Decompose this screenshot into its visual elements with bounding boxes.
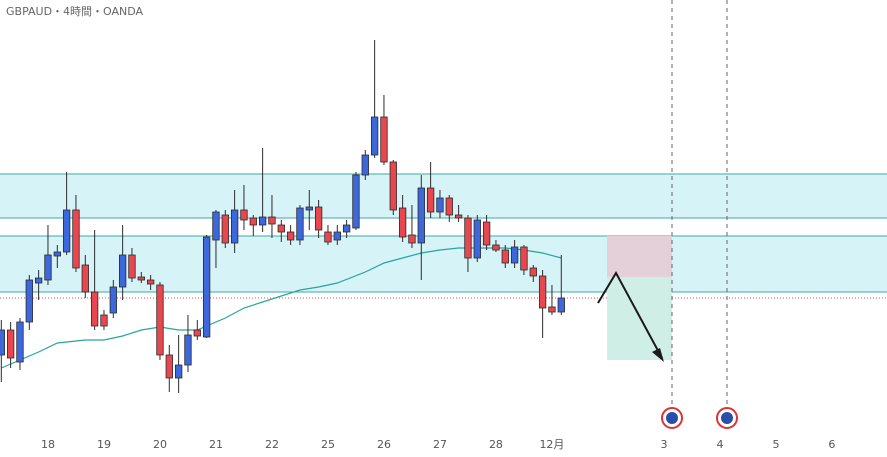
candle-body <box>398 207 407 238</box>
candle-body <box>221 214 229 244</box>
candle-body <box>296 207 304 241</box>
candle-body <box>174 364 183 379</box>
candle-body <box>202 236 211 338</box>
candle-body <box>454 214 463 219</box>
candle-body <box>324 231 332 243</box>
candle-body <box>464 217 472 259</box>
candle-body <box>16 321 24 363</box>
candle-body <box>72 209 80 269</box>
candle-body <box>492 244 500 251</box>
candle-body <box>417 187 425 244</box>
candle-body <box>510 246 519 264</box>
candle-body <box>25 279 33 323</box>
candle-body <box>230 209 239 244</box>
candle-body <box>548 306 556 313</box>
x-tick-label: 20 <box>153 438 167 451</box>
x-tick-label: 18 <box>41 438 55 451</box>
candle-body <box>529 267 537 277</box>
candle-body <box>184 334 192 366</box>
candle-body <box>277 224 285 233</box>
candle-body <box>426 187 435 213</box>
candle-body <box>146 279 155 285</box>
candle-body <box>333 231 341 241</box>
candle-body <box>538 275 547 309</box>
candle-body <box>286 231 295 241</box>
candle-body <box>342 224 351 233</box>
candle-body <box>109 286 117 314</box>
candle-body <box>352 174 360 229</box>
candle-body <box>6 329 15 359</box>
candle-body <box>100 314 108 327</box>
x-tick-label: 6 <box>828 438 835 451</box>
candle-body <box>314 206 323 231</box>
candle-body <box>557 297 565 313</box>
candle-body <box>501 249 509 264</box>
x-tick-label: 21 <box>209 438 223 451</box>
candle-body <box>44 254 52 281</box>
x-tick-label: 22 <box>265 438 279 451</box>
candle-body <box>380 116 388 163</box>
candle-body <box>473 219 481 259</box>
candle-body <box>370 116 379 156</box>
x-tick-label: 12月 <box>539 438 564 451</box>
candle-body <box>268 216 276 225</box>
candle-body <box>118 254 127 288</box>
candle-body <box>81 264 89 293</box>
candle-body <box>165 354 173 379</box>
candle-body <box>520 246 528 271</box>
candle-body <box>389 161 397 211</box>
x-tick-label: 5 <box>772 438 779 451</box>
x-tick-label: 28 <box>489 438 503 451</box>
candle-body <box>90 291 99 327</box>
candle-body <box>482 221 491 246</box>
candle-body <box>0 329 5 356</box>
event-icon[interactable] <box>661 407 683 429</box>
candle-body <box>240 209 248 221</box>
candle-body <box>193 329 201 337</box>
candle-body <box>53 251 61 257</box>
candle-body <box>445 197 453 216</box>
x-tick-label: 4 <box>716 438 723 451</box>
candle-body <box>34 277 43 284</box>
candle-body <box>305 206 313 211</box>
x-tick-label: 3 <box>660 438 667 451</box>
marks <box>0 40 565 393</box>
stop-zone <box>607 236 672 277</box>
candle-body <box>212 211 220 241</box>
candle-body <box>62 209 71 253</box>
x-tick-label: 27 <box>433 438 447 451</box>
candle-body <box>408 234 416 244</box>
candle-body <box>436 197 444 213</box>
arrow <box>597 270 663 359</box>
candle-body <box>258 216 267 226</box>
chart-title: GBPAUD・4時間・OANDA <box>6 5 144 18</box>
event-icon[interactable] <box>716 407 738 429</box>
candle-body <box>128 254 136 279</box>
x-tick-label: 26 <box>377 438 391 451</box>
candle-body <box>156 284 164 356</box>
arrow-head <box>652 348 664 362</box>
candle-body <box>137 276 145 281</box>
x-tick-label: 25 <box>321 438 335 451</box>
x-tick-label: 19 <box>97 438 111 451</box>
candle-body <box>361 154 369 176</box>
candle-body <box>249 217 257 226</box>
